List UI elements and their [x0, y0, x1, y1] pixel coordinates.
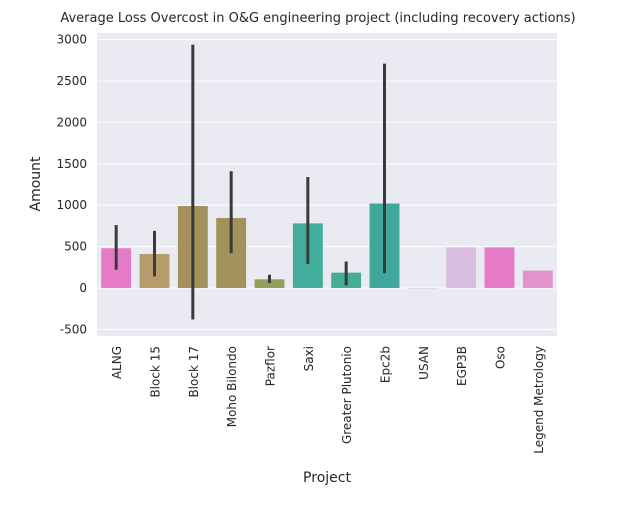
x-tick-label: Moho Bilondo	[225, 346, 239, 427]
y-tick-label: 1500	[56, 157, 87, 171]
x-tick-label: Block 17	[187, 346, 201, 398]
x-tick-label: Saxi	[302, 346, 316, 371]
x-tick-label: EGP3B	[455, 346, 469, 386]
bar	[484, 247, 515, 288]
gridlines	[97, 39, 557, 330]
bar	[407, 287, 438, 289]
x-tick-label: Oso	[494, 346, 508, 369]
y-tick-label: 2500	[56, 74, 87, 88]
x-tick-label: Pazflor	[264, 346, 278, 386]
x-tick-label: Block 15	[149, 346, 163, 398]
x-tick-label: ALNG	[110, 346, 124, 379]
y-tick-label: 0	[79, 281, 87, 295]
bar	[446, 247, 477, 288]
x-axis-label: Project	[303, 470, 351, 486]
bar	[254, 279, 285, 288]
y-tick-label: 3000	[56, 33, 87, 47]
y-tick-label: 500	[64, 240, 87, 254]
error-bars	[114, 44, 386, 320]
x-tick-label: Epc2b	[379, 346, 393, 383]
y-tick-labels: -500 0 500 1000 1500 2000 2500 3000	[56, 33, 87, 337]
x-tick-label: Legend Metrology	[532, 346, 546, 454]
plot-background	[97, 33, 557, 336]
y-tick-label: 2000	[56, 115, 87, 129]
y-axis-label: Amount	[28, 156, 44, 212]
bar	[522, 270, 553, 288]
chart-title: Average Loss Overcost in O&G engineering…	[60, 11, 575, 26]
y-tick-label: 1000	[56, 198, 87, 212]
x-tick-label: USAN	[417, 346, 431, 380]
x-tick-label: Greater Plutonio	[340, 346, 354, 444]
y-tick-label: -500	[60, 322, 87, 336]
x-tick-labels: ALNG Block 15 Block 17 Moho Bilondo Pazflor S…	[110, 346, 546, 454]
